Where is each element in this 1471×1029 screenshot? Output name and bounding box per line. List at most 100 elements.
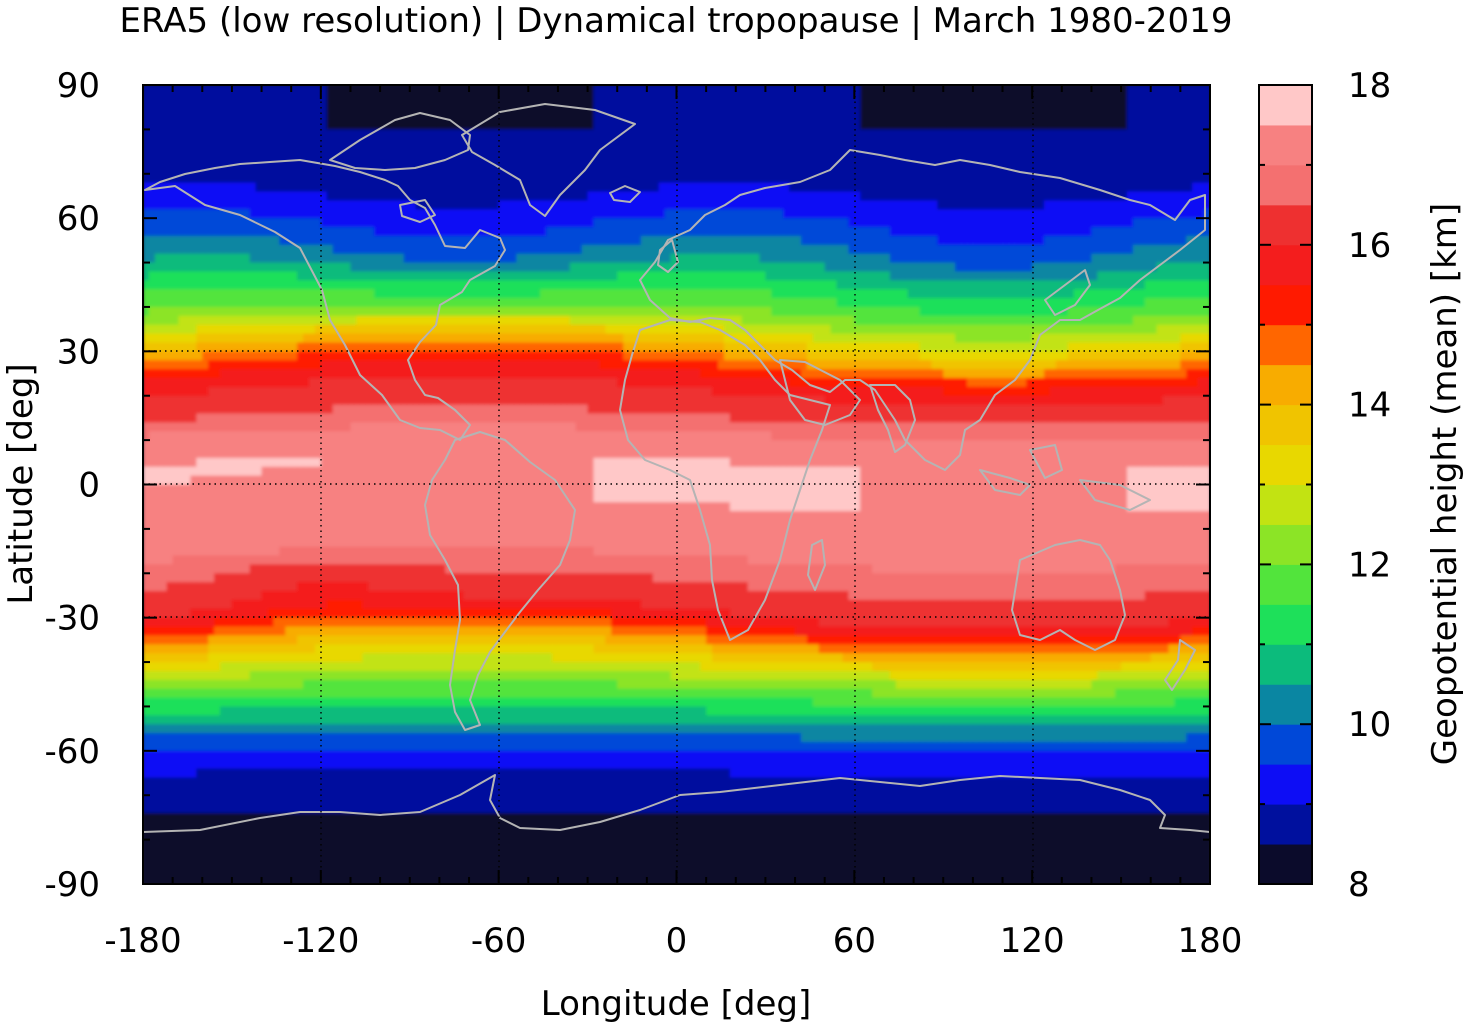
heatmap-cell: [907, 191, 915, 202]
heatmap-cell: [255, 227, 263, 237]
heatmap-cell: [463, 209, 470, 219]
heatmap-cell: [1044, 102, 1051, 113]
heatmap-cell: [913, 138, 921, 148]
heatmap-cell: [937, 164, 944, 175]
heatmap-cell: [202, 280, 209, 290]
heatmap-cell: [297, 85, 304, 95]
heatmap-cell: [676, 111, 684, 122]
heatmap-cell: [955, 120, 962, 130]
heatmap-cell: [552, 138, 559, 148]
heatmap-cell: [700, 253, 707, 264]
heatmap-cell: [421, 218, 429, 228]
heatmap-cell: [795, 209, 802, 219]
heatmap-cell: [800, 102, 808, 113]
heatmap-cell: [629, 306, 636, 317]
heatmap-cell: [1079, 85, 1087, 95]
heatmap-cell: [1132, 182, 1140, 193]
heatmap-cell: [1198, 138, 1205, 148]
heatmap-cell: [569, 218, 577, 228]
heatmap-cell: [552, 262, 559, 273]
heatmap-cell: [1026, 280, 1033, 290]
heatmap-cell: [279, 102, 286, 113]
heatmap-cell: [658, 315, 666, 326]
heatmap-cell: [534, 93, 541, 104]
heatmap-cell: [818, 315, 826, 326]
heatmap-cell: [901, 218, 909, 228]
heatmap-cell: [314, 315, 322, 326]
heatmap-cell: [593, 218, 601, 228]
heatmap-cell: [587, 306, 595, 317]
heatmap-cell: [178, 280, 186, 290]
heatmap-cell: [409, 173, 417, 184]
heatmap-cell: [273, 235, 280, 246]
heatmap-cell: [1138, 164, 1146, 175]
heatmap-cell: [854, 262, 861, 273]
heatmap-cell: [391, 156, 399, 166]
heatmap-cell: [166, 156, 174, 166]
heatmap-cell: [1002, 200, 1010, 210]
heatmap-cell: [937, 298, 944, 308]
heatmap-cell: [332, 289, 340, 299]
heatmap-cell: [848, 111, 855, 122]
heatmap-cell: [1168, 253, 1176, 264]
heatmap-cell: [966, 209, 974, 219]
heatmap-cell: [984, 280, 992, 290]
heatmap-cell: [605, 289, 612, 299]
heatmap-cell: [593, 253, 601, 264]
heatmap-cell: [220, 191, 227, 202]
heatmap-cell: [848, 173, 855, 184]
heatmap-cell: [160, 156, 168, 166]
heatmap-cell: [824, 306, 832, 317]
heatmap-cell: [943, 324, 950, 335]
heatmap-cell: [214, 227, 221, 237]
heatmap-cell: [996, 147, 1004, 157]
heatmap-cell: [646, 306, 654, 317]
heatmap-cell: [308, 164, 316, 175]
heatmap-cell: [955, 191, 962, 202]
heatmap-cell: [255, 271, 263, 281]
heatmap-cell: [291, 218, 298, 228]
heatmap-cell: [297, 235, 304, 246]
heatmap-cell: [1103, 147, 1110, 157]
heatmap-cell: [605, 262, 612, 273]
heatmap-cell: [587, 129, 595, 139]
heatmap-cell: [1044, 262, 1051, 273]
heatmap-cell: [783, 280, 790, 290]
heatmap-cell: [931, 120, 938, 130]
heatmap-cell: [658, 324, 666, 335]
heatmap-cell: [1144, 120, 1152, 130]
heatmap-cell: [1073, 120, 1081, 130]
heatmap-cell: [154, 138, 162, 148]
heatmap-cell: [593, 182, 601, 193]
heatmap-cell: [753, 120, 761, 130]
heatmap-cell: [866, 244, 873, 255]
heatmap-cell: [540, 280, 547, 290]
heatmap-cell: [753, 173, 761, 184]
heatmap-cell: [492, 182, 500, 193]
heatmap-cell: [362, 129, 369, 139]
heatmap-cell: [765, 306, 772, 317]
heatmap-cell: [196, 85, 203, 95]
heatmap-cell: [1127, 138, 1134, 148]
heatmap-cell: [184, 209, 192, 219]
heatmap-cell: [498, 253, 506, 264]
heatmap-cell: [1044, 271, 1051, 281]
heatmap-cell: [492, 315, 500, 326]
heatmap-cell: [753, 324, 761, 335]
heatmap-cell: [178, 156, 186, 166]
heatmap-cell: [563, 244, 571, 255]
heatmap-cell: [658, 235, 666, 246]
heatmap-cell: [812, 93, 820, 104]
heatmap-cell: [1008, 138, 1015, 148]
heatmap-cell: [723, 191, 731, 202]
heatmap-cell: [765, 191, 772, 202]
heatmap-cell: [1061, 271, 1069, 281]
heatmap-cell: [1162, 218, 1170, 228]
heatmap-cell: [522, 147, 529, 157]
heatmap-cell: [552, 164, 559, 175]
heatmap-cell: [380, 280, 387, 290]
heatmap-cell: [635, 200, 642, 210]
heatmap-cell: [984, 209, 992, 219]
heatmap-cell: [261, 182, 269, 193]
heatmap-cell: [427, 200, 435, 210]
